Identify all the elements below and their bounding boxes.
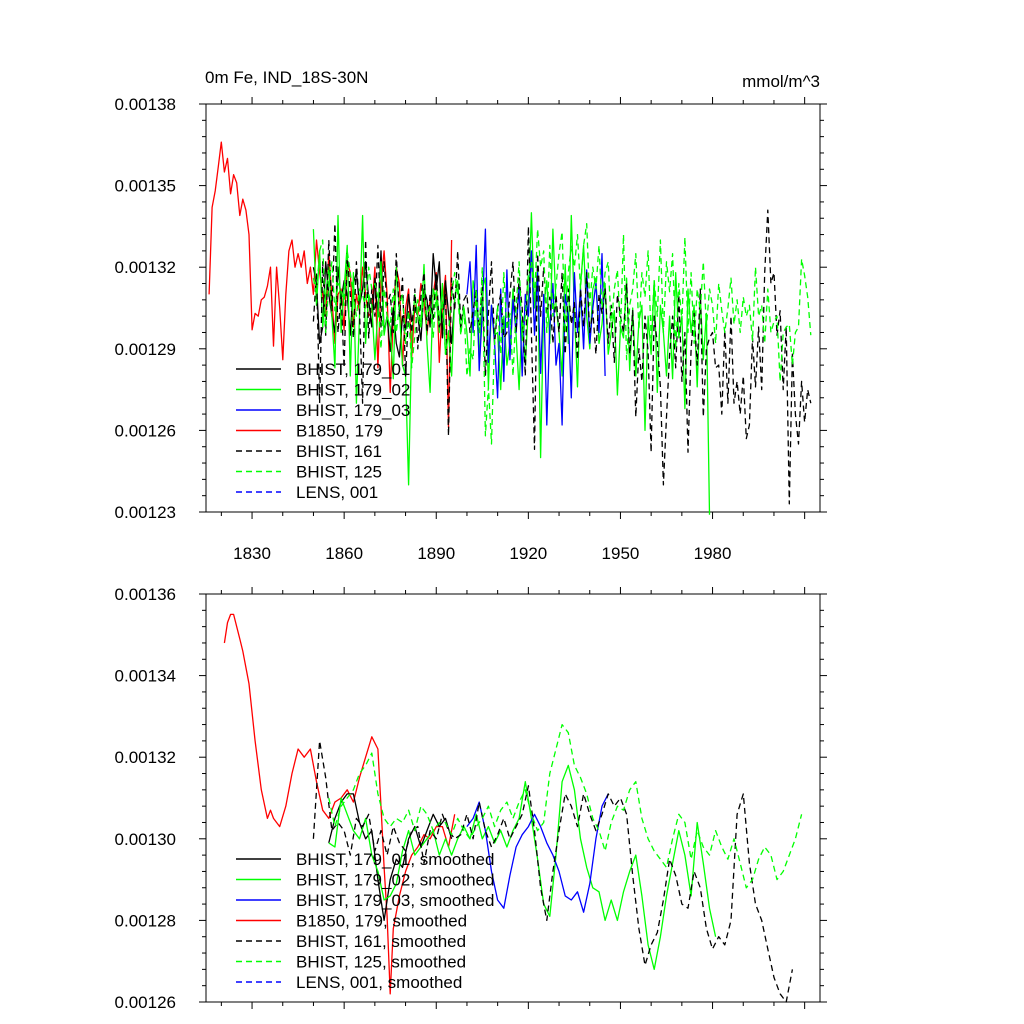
legend-label: BHIST, 179_03 <box>296 401 410 420</box>
chart-units: mmol/m^3 <box>742 72 820 91</box>
series-line-bhist-125 <box>312 223 812 445</box>
y-tick-label: 0.00134 <box>115 667 176 686</box>
legend-label: BHIST, 125, smoothed <box>296 953 466 972</box>
series-line-bhist-179-03 <box>466 228 606 426</box>
legend-label: B1850, 179, smoothed <box>296 912 467 931</box>
panel-bottom: 0.00126 0.00128 0.00130 0.00132 0.00134 0.001… <box>115 585 827 1012</box>
y-tick-label: 0.00129 <box>115 340 176 359</box>
legend-label: LENS, 001 <box>296 483 378 502</box>
panel-top: 0.00123 0.00126 0.00129 0.00132 0.00135 0.001… <box>115 95 827 563</box>
legend-label: BHIST, 179_02, smoothed <box>296 871 494 890</box>
y-tick-label: 0.00130 <box>115 830 176 849</box>
legend-label: LENS, 001, smoothed <box>296 973 462 992</box>
y-tick-label: 0.00136 <box>115 585 176 604</box>
series-line-bhist-179-03-smoothed <box>466 793 609 913</box>
legend-label: BHIST, 125 <box>296 463 382 482</box>
y-tick-label: 0.00126 <box>115 993 176 1012</box>
tick-marks <box>199 97 827 519</box>
x-tick-label: 1890 <box>417 544 455 563</box>
legend-label: BHIST, 179_01 <box>296 360 410 379</box>
y-tick-label: 0.00126 <box>115 421 176 440</box>
y-tick-label: 0.00128 <box>115 911 176 930</box>
y-tick-label: 0.00135 <box>115 177 176 196</box>
tick-marks <box>199 587 827 1009</box>
series-line-bhist-161-smoothed <box>312 740 794 1003</box>
y-tick-labels: 0.00123 0.00126 0.00129 0.00132 0.00135 0.001… <box>115 95 176 522</box>
series-line-bhist-161 <box>312 209 812 505</box>
legend-label: BHIST, 179_03, smoothed <box>296 891 494 910</box>
legend-label: BHIST, 161 <box>296 442 382 461</box>
x-tick-label: 1860 <box>325 544 363 563</box>
series-lines <box>208 141 812 515</box>
y-tick-label: 0.00138 <box>115 95 176 114</box>
x-tick-label: 1950 <box>602 544 640 563</box>
x-tick-labels: 1830 1860 1890 1920 1950 1980 <box>233 544 731 563</box>
legend: BHIST, 179_01, smoothed BHIST, 179_02, sm… <box>236 850 494 992</box>
series-lines <box>223 613 803 1003</box>
plot-frame <box>205 593 821 1003</box>
legend-label: BHIST, 179_02 <box>296 381 410 400</box>
y-tick-label: 0.00132 <box>115 258 176 277</box>
series-line-bhist-179-01-smoothed <box>328 793 453 922</box>
legend-label: B1850, 179 <box>296 422 383 441</box>
plot-frame <box>205 103 821 513</box>
y-tick-label: 0.00123 <box>115 503 176 522</box>
x-tick-label: 1980 <box>694 544 732 563</box>
series-line-bhist-179-02-smoothed <box>328 764 717 971</box>
x-tick-label: 1920 <box>509 544 547 563</box>
x-tick-label: 1830 <box>233 544 271 563</box>
series-line-b1850-179-smoothed <box>223 613 456 995</box>
legend-label: BHIST, 161, smoothed <box>296 932 466 951</box>
y-tick-label: 0.00132 <box>115 748 176 767</box>
y-tick-labels: 0.00126 0.00128 0.00130 0.00132 0.00134 0.001… <box>115 585 176 1012</box>
series-line-bhist-125-smoothed <box>328 723 803 889</box>
chart-title: 0m Fe, IND_18S-30N <box>205 68 368 87</box>
legend-label: BHIST, 179_01, smoothed <box>296 850 494 869</box>
